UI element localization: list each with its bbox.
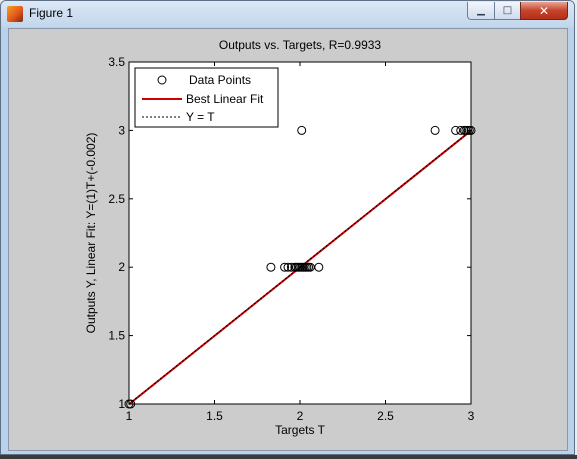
window-title: Figure 1 [29, 6, 73, 20]
legend: Data Points Best Linear Fit Y = T [135, 68, 278, 127]
chart: 1 1.5 2 2.5 3 1 1.5 2 2.5 3 3.5 Outputs vs. Target… [9, 29, 567, 450]
x-tick-label: 2.5 [377, 409, 394, 423]
legend-label-y-equals-t: Y = T [186, 110, 215, 124]
maximize-icon: □ [503, 5, 512, 16]
x-tick-label: 1.5 [206, 409, 223, 423]
x-axis-label: Targets T [275, 423, 325, 437]
y-tick-label: 3 [118, 123, 125, 137]
chart-title: Outputs vs. Targets, R=0.9933 [219, 38, 382, 52]
x-tick-label: 1 [126, 409, 133, 423]
y-tick-label: 1 [118, 397, 125, 411]
matlab-logo-icon [7, 6, 23, 22]
taskbar-edge [0, 455, 577, 459]
x-tick-label: 3 [468, 409, 475, 423]
close-icon: ✕ [539, 4, 549, 18]
legend-label-best-fit: Best Linear Fit [186, 92, 264, 106]
maximize-button[interactable]: □ [494, 2, 521, 20]
title-bar[interactable]: Figure 1 ▁ □ ✕ [1, 1, 574, 27]
close-button[interactable]: ✕ [520, 2, 568, 20]
minimize-button[interactable]: ▁ [467, 2, 495, 20]
y-tick-label: 3.5 [108, 55, 125, 69]
minimize-icon: ▁ [477, 5, 485, 16]
y-tick-label: 2 [118, 260, 125, 274]
y-axis-label: Outputs Y, Linear Fit: Y=(1)T+(-0.002) [84, 133, 98, 334]
y-tick-label: 2.5 [108, 192, 125, 206]
legend-label-data-points: Data Points [189, 73, 251, 87]
x-tick-label: 2 [297, 409, 304, 423]
y-tick-label: 1.5 [108, 329, 125, 343]
figure-canvas: 1 1.5 2 2.5 3 1 1.5 2 2.5 3 3.5 Outputs vs. Target… [8, 28, 568, 451]
